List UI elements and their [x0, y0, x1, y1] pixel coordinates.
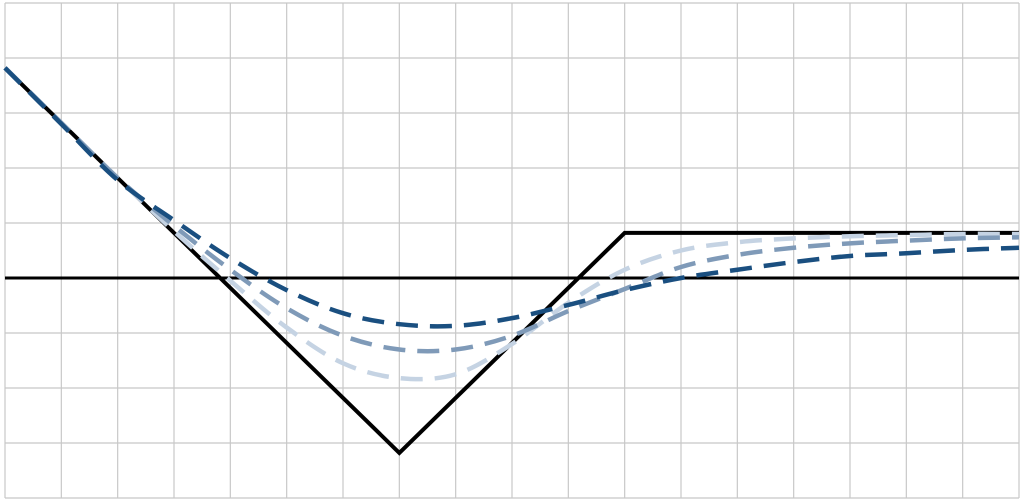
payoff-line-dashed-1: [3, 66, 1020, 382]
series-lines: [3, 66, 1020, 456]
payoff-line-dashed-3: [3, 66, 1020, 329]
payoff-line-dashed-2: [3, 66, 1020, 354]
grid: [4, 2, 1020, 499]
